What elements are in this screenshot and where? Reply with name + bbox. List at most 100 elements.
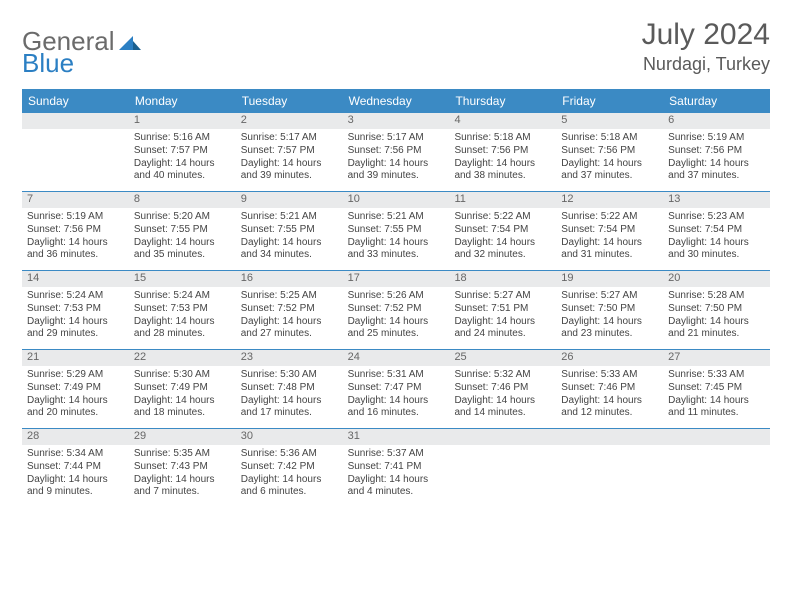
daylight-line: Daylight: 14 hours and 24 minutes. [454, 316, 551, 341]
day-number: 4 [449, 113, 556, 129]
day-number: 17 [343, 271, 450, 287]
day-cell: 25Sunrise: 5:32 AMSunset: 7:46 PMDayligh… [449, 350, 556, 428]
sunset-line: Sunset: 7:54 PM [668, 224, 765, 237]
sunrise-line: Sunrise: 5:23 AM [668, 211, 765, 224]
sunrise-line: Sunrise: 5:27 AM [561, 290, 658, 303]
day-number: 1 [129, 113, 236, 129]
week-row: 7Sunrise: 5:19 AMSunset: 7:56 PMDaylight… [22, 192, 770, 271]
daylight-line: Daylight: 14 hours and 20 minutes. [27, 395, 124, 420]
day-header-cell: Friday [556, 89, 663, 113]
sunrise-line: Sunrise: 5:35 AM [134, 448, 231, 461]
day-header-cell: Tuesday [236, 89, 343, 113]
week-row: 1Sunrise: 5:16 AMSunset: 7:57 PMDaylight… [22, 113, 770, 192]
day-number: 19 [556, 271, 663, 287]
sunrise-line: Sunrise: 5:34 AM [27, 448, 124, 461]
daylight-line: Daylight: 14 hours and 31 minutes. [561, 237, 658, 262]
sunset-line: Sunset: 7:53 PM [27, 303, 124, 316]
day-number: 2 [236, 113, 343, 129]
triangle-icon [119, 34, 141, 55]
sunset-line: Sunset: 7:44 PM [27, 461, 124, 474]
sunset-line: Sunset: 7:42 PM [241, 461, 338, 474]
sunset-line: Sunset: 7:56 PM [27, 224, 124, 237]
sunset-line: Sunset: 7:43 PM [134, 461, 231, 474]
day-number: 11 [449, 192, 556, 208]
sunset-line: Sunset: 7:41 PM [348, 461, 445, 474]
day-number: 10 [343, 192, 450, 208]
day-cell: 19Sunrise: 5:27 AMSunset: 7:50 PMDayligh… [556, 271, 663, 349]
sunrise-line: Sunrise: 5:24 AM [134, 290, 231, 303]
daylight-line: Daylight: 14 hours and 29 minutes. [27, 316, 124, 341]
day-number: 23 [236, 350, 343, 366]
day-number: 31 [343, 429, 450, 445]
sunrise-line: Sunrise: 5:27 AM [454, 290, 551, 303]
sunrise-line: Sunrise: 5:24 AM [27, 290, 124, 303]
sunrise-line: Sunrise: 5:33 AM [668, 369, 765, 382]
sunset-line: Sunset: 7:56 PM [668, 145, 765, 158]
sunrise-line: Sunrise: 5:32 AM [454, 369, 551, 382]
day-cell: 28Sunrise: 5:34 AMSunset: 7:44 PMDayligh… [22, 429, 129, 507]
day-number: 15 [129, 271, 236, 287]
sunset-line: Sunset: 7:49 PM [134, 382, 231, 395]
sunrise-line: Sunrise: 5:16 AM [134, 132, 231, 145]
header: General July 2024 Nurdagi, Turkey [22, 18, 770, 75]
day-cell [556, 429, 663, 507]
sunset-line: Sunset: 7:55 PM [134, 224, 231, 237]
sunrise-line: Sunrise: 5:19 AM [27, 211, 124, 224]
sunrise-line: Sunrise: 5:22 AM [454, 211, 551, 224]
sunset-line: Sunset: 7:52 PM [241, 303, 338, 316]
calendar: SundayMondayTuesdayWednesdayThursdayFrid… [22, 89, 770, 507]
daylight-line: Daylight: 14 hours and 37 minutes. [561, 158, 658, 183]
day-cell: 18 Sunrise: 5:27 AMSunset: 7:51 PMDayligh… [449, 271, 556, 349]
title-month: July 2024 [642, 18, 770, 52]
day-cell: 26Sunrise: 5:33 AMSunset: 7:46 PMDayligh… [556, 350, 663, 428]
day-number: 30 [236, 429, 343, 445]
day-number: 12 [556, 192, 663, 208]
day-number: 16 [236, 271, 343, 287]
weeks-container: 1Sunrise: 5:16 AMSunset: 7:57 PMDaylight… [22, 113, 770, 507]
day-number: 5 [556, 113, 663, 129]
day-cell: 12Sunrise: 5:22 AMSunset: 7:54 PMDayligh… [556, 192, 663, 270]
day-cell: 21Sunrise: 5:29 AMSunset: 7:49 PMDayligh… [22, 350, 129, 428]
daylight-line: Daylight: 14 hours and 25 minutes. [348, 316, 445, 341]
title-location: Nurdagi, Turkey [642, 54, 770, 75]
day-number: 6 [663, 113, 770, 129]
day-cell: 22Sunrise: 5:30 AMSunset: 7:49 PMDayligh… [129, 350, 236, 428]
day-header-cell: Thursday [449, 89, 556, 113]
day-cell: 5Sunrise: 5:18 AMSunset: 7:56 PMDaylight… [556, 113, 663, 191]
sunrise-line: Sunrise: 5:25 AM [241, 290, 338, 303]
sunset-line: Sunset: 7:54 PM [454, 224, 551, 237]
day-cell: 31Sunrise: 5:37 AMSunset: 7:41 PMDayligh… [343, 429, 450, 507]
day-cell: 17Sunrise: 5:26 AMSunset: 7:52 PMDayligh… [343, 271, 450, 349]
sunset-line: Sunset: 7:50 PM [561, 303, 658, 316]
day-cell: 15Sunrise: 5:24 AMSunset: 7:53 PMDayligh… [129, 271, 236, 349]
daylight-line: Daylight: 14 hours and 27 minutes. [241, 316, 338, 341]
day-number: 18 [449, 271, 556, 287]
day-cell: 14Sunrise: 5:24 AMSunset: 7:53 PMDayligh… [22, 271, 129, 349]
sunset-line: Sunset: 7:56 PM [454, 145, 551, 158]
sunrise-line: Sunrise: 5:22 AM [561, 211, 658, 224]
day-number: 20 [663, 271, 770, 287]
sunrise-line: Sunrise: 5:28 AM [668, 290, 765, 303]
daylight-line: Daylight: 14 hours and 33 minutes. [348, 237, 445, 262]
daylight-line: Daylight: 14 hours and 37 minutes. [668, 158, 765, 183]
day-number: 29 [129, 429, 236, 445]
sunset-line: Sunset: 7:51 PM [454, 303, 551, 316]
sunset-line: Sunset: 7:45 PM [668, 382, 765, 395]
day-cell: 7Sunrise: 5:19 AMSunset: 7:56 PMDaylight… [22, 192, 129, 270]
day-header-cell: Monday [129, 89, 236, 113]
sunrise-line: Sunrise: 5:29 AM [27, 369, 124, 382]
day-cell: 1Sunrise: 5:16 AMSunset: 7:57 PMDaylight… [129, 113, 236, 191]
daylight-line: Daylight: 14 hours and 16 minutes. [348, 395, 445, 420]
day-number: 26 [556, 350, 663, 366]
day-number: 3 [343, 113, 450, 129]
daylight-line: Daylight: 14 hours and 12 minutes. [561, 395, 658, 420]
daylight-line: Daylight: 14 hours and 34 minutes. [241, 237, 338, 262]
day-cell: 8Sunrise: 5:20 AMSunset: 7:55 PMDaylight… [129, 192, 236, 270]
daylight-line: Daylight: 14 hours and 6 minutes. [241, 474, 338, 499]
sunset-line: Sunset: 7:55 PM [348, 224, 445, 237]
sunset-line: Sunset: 7:56 PM [561, 145, 658, 158]
day-cell: 9Sunrise: 5:21 AMSunset: 7:55 PMDaylight… [236, 192, 343, 270]
sunrise-line: Sunrise: 5:19 AM [668, 132, 765, 145]
day-cell: 10Sunrise: 5:21 AMSunset: 7:55 PMDayligh… [343, 192, 450, 270]
day-number: 24 [343, 350, 450, 366]
